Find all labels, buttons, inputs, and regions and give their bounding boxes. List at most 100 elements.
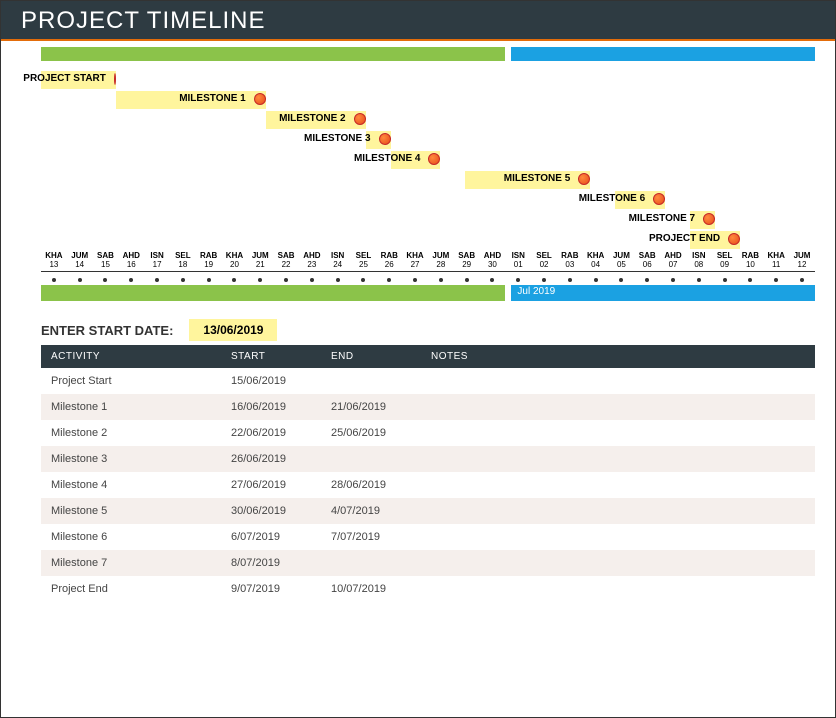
axis-tick: KHA11: [763, 251, 789, 269]
axis-tick: KHA04: [583, 251, 609, 269]
table-row[interactable]: Milestone 427/06/201928/06/2019: [41, 472, 815, 498]
milestone-dot-icon: [578, 173, 590, 185]
milestone-dot-icon: [428, 153, 440, 165]
axis-line: [41, 271, 815, 272]
cell-activity: Milestone 5: [41, 498, 221, 524]
table-row[interactable]: Project Start15/06/2019: [41, 368, 815, 394]
header-bar: PROJECT TIMELINE: [1, 1, 835, 41]
milestone-1[interactable]: MILESTONE 1: [41, 91, 266, 106]
cell-end[interactable]: 10/07/2019: [321, 576, 421, 602]
cell-start[interactable]: 8/07/2019: [221, 550, 321, 576]
cell-start[interactable]: 22/06/2019: [221, 420, 321, 446]
axis-dot-icon: [196, 269, 222, 287]
cell-notes[interactable]: [421, 368, 815, 394]
milestone-4-label: MILESTONE 4: [350, 151, 425, 166]
axis-tick: SEL25: [351, 251, 377, 269]
cell-notes[interactable]: [421, 446, 815, 472]
cell-start[interactable]: 16/06/2019: [221, 394, 321, 420]
cell-start[interactable]: 26/06/2019: [221, 446, 321, 472]
milestone-2[interactable]: MILESTONE 2: [41, 111, 366, 126]
table-row[interactable]: Milestone 78/07/2019: [41, 550, 815, 576]
activity-table: ACTIVITY START END NOTES Project Start15…: [41, 345, 815, 602]
axis-tick: KHA13: [41, 251, 67, 269]
axis-tick: JUM14: [67, 251, 93, 269]
milestone-5[interactable]: MILESTONE 5: [41, 171, 590, 186]
cell-notes[interactable]: [421, 394, 815, 420]
milestone-7[interactable]: MILESTONE 7: [41, 211, 715, 226]
axis-tick: SAB22: [273, 251, 299, 269]
date-axis: KHA13JUM14SAB15AHD16ISN17SEL18RAB19KHA20…: [41, 251, 815, 281]
axis-dot-icon: [686, 269, 712, 287]
axis-tick: JUM05: [609, 251, 635, 269]
start-date-input[interactable]: 13/06/2019: [189, 319, 277, 341]
milestone-6[interactable]: MILESTONE 6: [41, 191, 665, 206]
top-month-bars: [41, 47, 815, 61]
timeline-chart: KHA13JUM14SAB15AHD16ISN17SEL18RAB19KHA20…: [41, 71, 815, 281]
cell-end[interactable]: 21/06/2019: [321, 394, 421, 420]
axis-tick: ISN08: [686, 251, 712, 269]
project-end[interactable]: PROJECT END: [41, 231, 740, 246]
axis-tick: SAB15: [93, 251, 119, 269]
axis-dot-icon: [712, 269, 738, 287]
month-bar-green-bottom: [41, 285, 505, 301]
axis-tick: JUM28: [428, 251, 454, 269]
cell-activity: Milestone 4: [41, 472, 221, 498]
cell-end[interactable]: [321, 446, 421, 472]
axis-tick: ISN01: [505, 251, 531, 269]
cell-start[interactable]: 6/07/2019: [221, 524, 321, 550]
milestone-3[interactable]: MILESTONE 3: [41, 131, 391, 146]
cell-activity: Milestone 6: [41, 524, 221, 550]
cell-start[interactable]: 9/07/2019: [221, 576, 321, 602]
milestone-dot-icon: [653, 193, 665, 205]
month-label: Jul 2019: [517, 286, 555, 297]
cell-end[interactable]: [321, 550, 421, 576]
axis-dot-icon: [222, 269, 248, 287]
axis-tick: RAB19: [196, 251, 222, 269]
axis-tick: RAB26: [376, 251, 402, 269]
month-bar-blue-bottom: Jul 2019: [511, 285, 815, 301]
table-row[interactable]: Milestone 326/06/2019: [41, 446, 815, 472]
cell-notes[interactable]: [421, 472, 815, 498]
cell-notes[interactable]: [421, 498, 815, 524]
table-row[interactable]: Milestone 530/06/20194/07/2019: [41, 498, 815, 524]
axis-dot-icon: [660, 269, 686, 287]
axis-dot-icon: [738, 269, 764, 287]
milestone-4[interactable]: MILESTONE 4: [41, 151, 440, 166]
cell-end[interactable]: 25/06/2019: [321, 420, 421, 446]
table-row[interactable]: Milestone 66/07/20197/07/2019: [41, 524, 815, 550]
cell-notes[interactable]: [421, 524, 815, 550]
axis-tick: RAB10: [738, 251, 764, 269]
axis-tick: RAB03: [557, 251, 583, 269]
axis-tick: SEL02: [531, 251, 557, 269]
project-start[interactable]: PROJECT START: [41, 71, 116, 86]
col-activity: ACTIVITY: [41, 345, 221, 368]
table-row[interactable]: Milestone 116/06/201921/06/2019: [41, 394, 815, 420]
cell-start[interactable]: 27/06/2019: [221, 472, 321, 498]
table-row[interactable]: Milestone 222/06/201925/06/2019: [41, 420, 815, 446]
milestone-6-label: MILESTONE 6: [575, 191, 650, 206]
axis-dot-icon: [247, 269, 273, 287]
cell-end[interactable]: 4/07/2019: [321, 498, 421, 524]
axis-dot-icon: [41, 269, 67, 287]
cell-notes[interactable]: [421, 576, 815, 602]
axis-dot-icon: [428, 269, 454, 287]
axis-dot-icon: [299, 269, 325, 287]
cell-notes[interactable]: [421, 550, 815, 576]
cell-end[interactable]: 7/07/2019: [321, 524, 421, 550]
cell-activity: Project End: [41, 576, 221, 602]
page-title: PROJECT TIMELINE: [21, 7, 815, 35]
cell-end[interactable]: 28/06/2019: [321, 472, 421, 498]
cell-start[interactable]: 30/06/2019: [221, 498, 321, 524]
cell-end[interactable]: [321, 368, 421, 394]
axis-tick: SEL18: [170, 251, 196, 269]
milestone-dot-icon: [254, 93, 266, 105]
axis-dot-icon: [351, 269, 377, 287]
table-row[interactable]: Project End9/07/201910/07/2019: [41, 576, 815, 602]
milestone-dot-icon: [354, 113, 366, 125]
cell-start[interactable]: 15/06/2019: [221, 368, 321, 394]
cell-notes[interactable]: [421, 420, 815, 446]
month-bar-green-top: [41, 47, 505, 61]
axis-tick: AHD23: [299, 251, 325, 269]
axis-dot-icon: [170, 269, 196, 287]
axis-dot-icon: [763, 269, 789, 287]
